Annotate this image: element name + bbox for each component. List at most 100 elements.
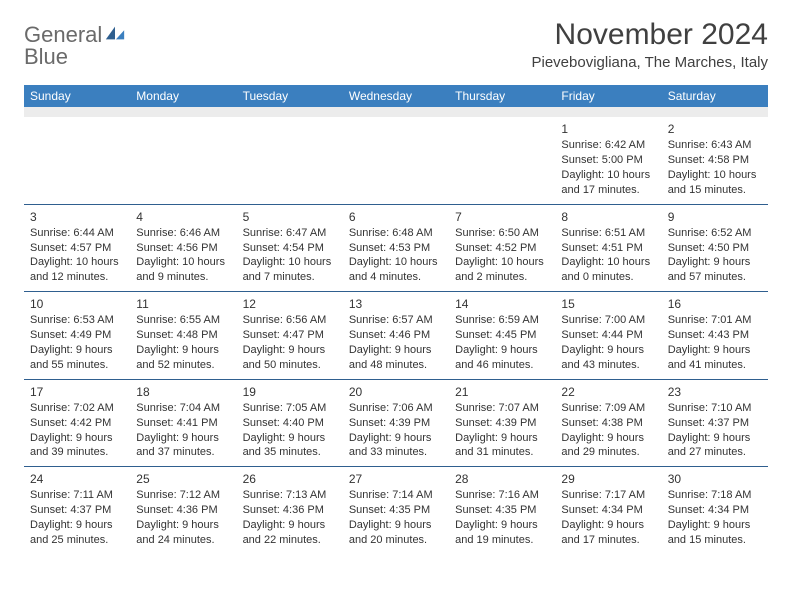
calendar-cell-empty xyxy=(449,117,555,204)
day-number: 22 xyxy=(561,384,655,400)
day-header: Wednesday xyxy=(343,85,449,107)
daylight-text: and 19 minutes. xyxy=(455,533,549,548)
sunrise-text: Sunrise: 7:11 AM xyxy=(30,488,124,503)
daylight-text: Daylight: 9 hours xyxy=(30,343,124,358)
sunset-text: Sunset: 4:53 PM xyxy=(349,241,443,256)
daylight-text: Daylight: 9 hours xyxy=(136,431,230,446)
daylight-text: Daylight: 9 hours xyxy=(561,431,655,446)
calendar-cell: 10Sunrise: 6:53 AMSunset: 4:49 PMDayligh… xyxy=(24,292,130,380)
calendar-cell: 26Sunrise: 7:13 AMSunset: 4:36 PMDayligh… xyxy=(237,467,343,554)
calendar-cell: 5Sunrise: 6:47 AMSunset: 4:54 PMDaylight… xyxy=(237,204,343,292)
daylight-text: Daylight: 9 hours xyxy=(455,343,549,358)
day-header: Thursday xyxy=(449,85,555,107)
daylight-text: and 41 minutes. xyxy=(668,358,762,373)
daylight-text: Daylight: 10 hours xyxy=(455,255,549,270)
daylight-text: and 50 minutes. xyxy=(243,358,337,373)
day-number: 5 xyxy=(243,209,337,225)
day-number: 19 xyxy=(243,384,337,400)
daylight-text: Daylight: 9 hours xyxy=(668,431,762,446)
sunrise-text: Sunrise: 6:50 AM xyxy=(455,226,549,241)
day-number: 9 xyxy=(668,209,762,225)
daylight-text: and 15 minutes. xyxy=(668,183,762,198)
daylight-text: and 43 minutes. xyxy=(561,358,655,373)
sunset-text: Sunset: 4:45 PM xyxy=(455,328,549,343)
daylight-text: and 2 minutes. xyxy=(455,270,549,285)
day-number: 29 xyxy=(561,471,655,487)
calendar-cell: 1Sunrise: 6:42 AMSunset: 5:00 PMDaylight… xyxy=(555,117,661,204)
day-number: 24 xyxy=(30,471,124,487)
daylight-text: and 22 minutes. xyxy=(243,533,337,548)
daylight-text: and 48 minutes. xyxy=(349,358,443,373)
sunrise-text: Sunrise: 6:59 AM xyxy=(455,313,549,328)
daylight-text: and 24 minutes. xyxy=(136,533,230,548)
daylight-text: and 17 minutes. xyxy=(561,183,655,198)
sunset-text: Sunset: 4:56 PM xyxy=(136,241,230,256)
daylight-text: and 37 minutes. xyxy=(136,445,230,460)
calendar-cell: 7Sunrise: 6:50 AMSunset: 4:52 PMDaylight… xyxy=(449,204,555,292)
sunset-text: Sunset: 4:52 PM xyxy=(455,241,549,256)
calendar-row: 1Sunrise: 6:42 AMSunset: 5:00 PMDaylight… xyxy=(24,117,768,204)
day-number: 17 xyxy=(30,384,124,400)
day-number: 7 xyxy=(455,209,549,225)
daylight-text: Daylight: 9 hours xyxy=(136,343,230,358)
day-number: 12 xyxy=(243,296,337,312)
daylight-text: Daylight: 9 hours xyxy=(455,431,549,446)
day-header: Monday xyxy=(130,85,236,107)
day-number: 21 xyxy=(455,384,549,400)
sunrise-text: Sunrise: 7:01 AM xyxy=(668,313,762,328)
day-number: 28 xyxy=(455,471,549,487)
calendar-row: 10Sunrise: 6:53 AMSunset: 4:49 PMDayligh… xyxy=(24,292,768,380)
sunrise-text: Sunrise: 7:07 AM xyxy=(455,401,549,416)
daylight-text: and 55 minutes. xyxy=(30,358,124,373)
sunset-text: Sunset: 4:35 PM xyxy=(349,503,443,518)
daylight-text: Daylight: 9 hours xyxy=(243,518,337,533)
sunset-text: Sunset: 4:51 PM xyxy=(561,241,655,256)
sunrise-text: Sunrise: 7:05 AM xyxy=(243,401,337,416)
day-number: 2 xyxy=(668,121,762,137)
page-title: November 2024 xyxy=(531,18,768,52)
sunset-text: Sunset: 4:36 PM xyxy=(136,503,230,518)
sunrise-text: Sunrise: 6:43 AM xyxy=(668,138,762,153)
calendar-cell: 22Sunrise: 7:09 AMSunset: 4:38 PMDayligh… xyxy=(555,379,661,467)
sunrise-text: Sunrise: 6:44 AM xyxy=(30,226,124,241)
sunset-text: Sunset: 4:37 PM xyxy=(668,416,762,431)
calendar-cell: 28Sunrise: 7:16 AMSunset: 4:35 PMDayligh… xyxy=(449,467,555,554)
daylight-text: and 46 minutes. xyxy=(455,358,549,373)
sunrise-text: Sunrise: 7:06 AM xyxy=(349,401,443,416)
daylight-text: and 27 minutes. xyxy=(668,445,762,460)
sunset-text: Sunset: 4:47 PM xyxy=(243,328,337,343)
daylight-text: and 15 minutes. xyxy=(668,533,762,548)
sunset-text: Sunset: 4:57 PM xyxy=(30,241,124,256)
calendar-cell: 12Sunrise: 6:56 AMSunset: 4:47 PMDayligh… xyxy=(237,292,343,380)
daylight-text: Daylight: 9 hours xyxy=(561,518,655,533)
calendar-cell-empty xyxy=(237,117,343,204)
header: General Blue November 2024 Pieveboviglia… xyxy=(24,18,768,71)
daylight-text: Daylight: 10 hours xyxy=(136,255,230,270)
sunset-text: Sunset: 4:36 PM xyxy=(243,503,337,518)
calendar-cell: 27Sunrise: 7:14 AMSunset: 4:35 PMDayligh… xyxy=(343,467,449,554)
sunrise-text: Sunrise: 7:18 AM xyxy=(668,488,762,503)
sunrise-text: Sunrise: 7:09 AM xyxy=(561,401,655,416)
daylight-text: Daylight: 9 hours xyxy=(349,518,443,533)
sunset-text: Sunset: 4:35 PM xyxy=(455,503,549,518)
sunset-text: Sunset: 4:43 PM xyxy=(668,328,762,343)
daylight-text: and 9 minutes. xyxy=(136,270,230,285)
sunrise-text: Sunrise: 6:48 AM xyxy=(349,226,443,241)
daylight-text: and 12 minutes. xyxy=(30,270,124,285)
calendar-cell: 25Sunrise: 7:12 AMSunset: 4:36 PMDayligh… xyxy=(130,467,236,554)
sunset-text: Sunset: 4:42 PM xyxy=(30,416,124,431)
day-number: 15 xyxy=(561,296,655,312)
calendar-row: 17Sunrise: 7:02 AMSunset: 4:42 PMDayligh… xyxy=(24,379,768,467)
calendar-cell: 29Sunrise: 7:17 AMSunset: 4:34 PMDayligh… xyxy=(555,467,661,554)
sunrise-text: Sunrise: 7:00 AM xyxy=(561,313,655,328)
spacer-row xyxy=(24,107,768,117)
title-block: November 2024 Pievebovigliana, The March… xyxy=(531,18,768,71)
sunrise-text: Sunrise: 6:55 AM xyxy=(136,313,230,328)
daylight-text: Daylight: 10 hours xyxy=(30,255,124,270)
day-number: 26 xyxy=(243,471,337,487)
day-number: 18 xyxy=(136,384,230,400)
day-header: Sunday xyxy=(24,85,130,107)
calendar-cell: 20Sunrise: 7:06 AMSunset: 4:39 PMDayligh… xyxy=(343,379,449,467)
sunset-text: Sunset: 4:58 PM xyxy=(668,153,762,168)
sunset-text: Sunset: 4:40 PM xyxy=(243,416,337,431)
